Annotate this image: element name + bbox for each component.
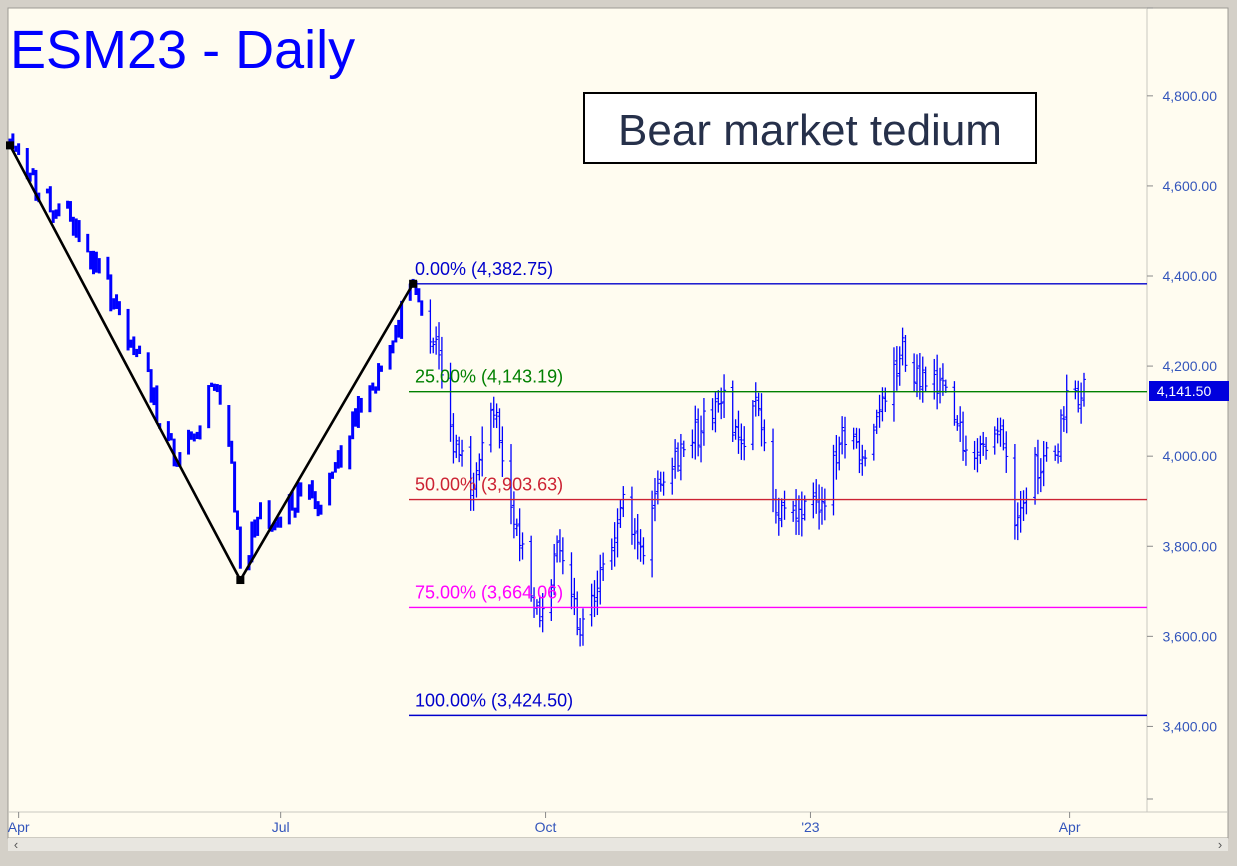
fib-level-label: 75.00% (3,664.06)	[415, 582, 563, 602]
fib-level-label: 25.00% (4,143.19)	[415, 367, 563, 387]
y-tick-label: 4,000.00	[1163, 448, 1218, 464]
x-tick-label: Apr	[8, 819, 30, 835]
annotation-text: Bear market tedium	[618, 106, 1002, 155]
zigzag-pivot	[409, 279, 418, 288]
chart-title: ESM23 - Daily	[10, 20, 355, 80]
y-tick-label: 4,400.00	[1163, 268, 1218, 284]
y-tick-label: 4,800.00	[1163, 88, 1218, 104]
time-axis: Apr Jul Oct '23 Apr	[8, 812, 1081, 835]
scroll-right-arrow[interactable]: ›	[1218, 837, 1222, 852]
fib-retracement-levels: 0.00% (4,382.75) 25.00% (4,143.19) 50.00% …	[409, 259, 1147, 717]
y-tick-label: 3,600.00	[1163, 628, 1218, 644]
price-axis: 4,800.00 4,600.00 4,400.00 4,200.00 4,000.00…	[1147, 7, 1218, 800]
zigzag-pivot	[236, 576, 245, 585]
fib-level-label: 100.00% (3,424.50)	[415, 690, 573, 710]
y-tick-label: 4,200.00	[1163, 358, 1218, 374]
y-tick-label: 3,800.00	[1163, 538, 1218, 554]
scroll-left-arrow[interactable]: ‹	[14, 837, 18, 852]
fib-level-label: 0.00% (4,382.75)	[415, 259, 553, 279]
zigzag-pattern	[6, 141, 418, 585]
annotation-box: Bear market tedium	[583, 92, 1037, 164]
last-price-label: 4,141.50	[1157, 383, 1212, 399]
x-tick-label: '23	[801, 819, 819, 835]
x-tick-label: Apr	[1059, 819, 1081, 835]
y-tick-label: 4,600.00	[1163, 178, 1218, 194]
fib-level-label: 50.00% (3,903.63)	[415, 475, 563, 495]
last-price-tag: 4,141.50	[1149, 381, 1229, 401]
x-tick-label: Oct	[535, 819, 557, 835]
x-tick-label: Jul	[272, 819, 290, 835]
horizontal-scrollbar[interactable]: ‹ ›	[8, 837, 1228, 852]
zigzag-pivot	[6, 141, 14, 150]
price-bars	[8, 133, 1086, 647]
y-tick-label: 3,400.00	[1163, 718, 1218, 734]
